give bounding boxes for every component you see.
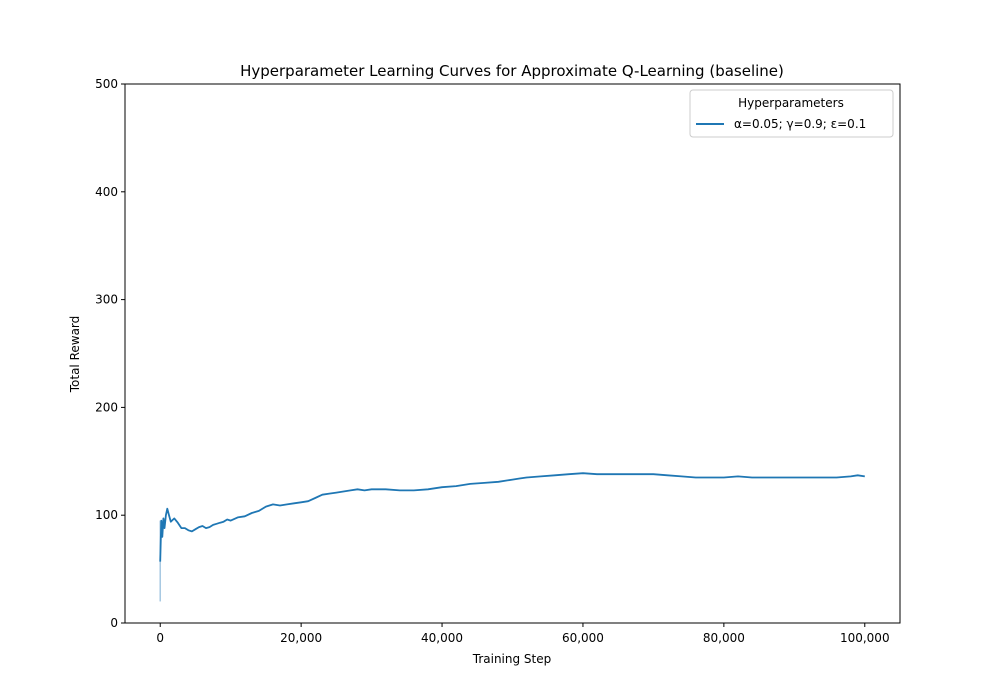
series-line-layer	[159, 472, 865, 562]
y-axis-label: Total Reward	[68, 316, 82, 394]
y-tick-label: 500	[95, 77, 118, 91]
x-axis-label: Training Step	[472, 652, 552, 666]
x-tick-label: 100,000	[840, 631, 890, 645]
y-tick-label: 100	[95, 508, 118, 522]
legend-entry-label: α=0.05; γ=0.9; ε=0.1	[734, 117, 866, 131]
plot-frame	[124, 83, 901, 624]
legend: Hyperparameters α=0.05; γ=0.9; ε=0.1	[689, 89, 894, 138]
x-tick-label: 0	[156, 631, 164, 645]
legend-title: Hyperparameters	[738, 96, 844, 110]
y-tick-label: 200	[95, 400, 118, 414]
x-tick-label: 40,000	[421, 631, 463, 645]
y-axis: 0 100 200 300 400 500	[95, 77, 125, 630]
x-tick-label: 60,000	[562, 631, 604, 645]
x-tick-label: 80,000	[703, 631, 745, 645]
chart-title: Hyperparameter Learning Curves for Appro…	[240, 62, 784, 80]
series-line	[159, 472, 865, 562]
x-axis: 0 20,000 40,000 60,000 80,000 100,000	[156, 623, 890, 645]
x-tick-label: 20,000	[280, 631, 322, 645]
y-tick-label: 300	[95, 293, 118, 307]
y-tick-label: 400	[95, 185, 118, 199]
y-tick-label: 0	[110, 616, 118, 630]
legend-box	[689, 89, 894, 138]
